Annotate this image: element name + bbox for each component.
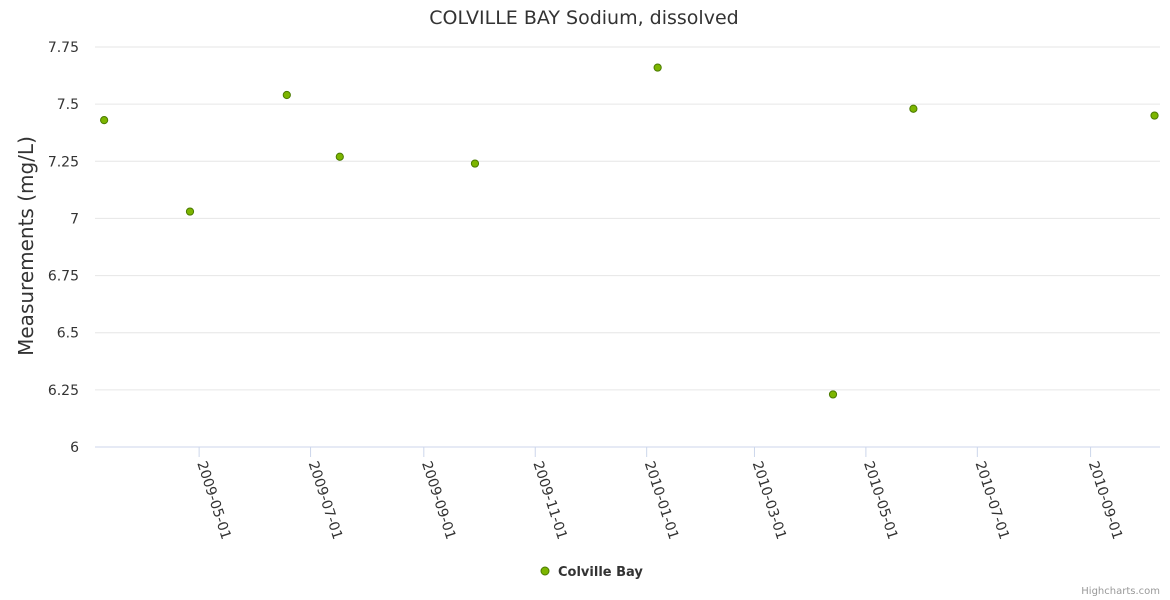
y-axis-ticks: 6 6.25 6.5 6.75 7 7.25 7.5 7.75 [48, 40, 79, 456]
y-tick-label: 7 [70, 211, 79, 227]
data-point[interactable] [828, 390, 838, 399]
data-point[interactable] [653, 63, 662, 72]
chart-title: COLVILLE BAY Sodium, dissolved [429, 7, 738, 29]
y-tick-label: 7.75 [48, 40, 79, 56]
y-axis-label: Measurements (mg/L) [14, 136, 38, 356]
data-point[interactable] [470, 159, 480, 168]
data-point[interactable] [909, 104, 918, 113]
x-tick-label: 2010-03-01 [749, 459, 789, 541]
x-tick-label: 2009-07-01 [305, 459, 345, 541]
y-tick-label: 6.75 [48, 269, 79, 285]
data-point[interactable] [185, 207, 195, 216]
x-tick-label: 2009-11-01 [529, 459, 569, 541]
y-tick-label: 6.25 [48, 383, 79, 399]
data-point[interactable] [100, 116, 109, 125]
y-tick-label: 7.25 [48, 154, 79, 170]
credits-link[interactable]: Highcharts.com [1081, 586, 1160, 597]
grid-lines [95, 46, 1160, 391]
data-point[interactable] [282, 90, 291, 100]
legend-item-colville-bay[interactable]: Colville Bay [558, 565, 643, 580]
x-tick-label: 2009-09-01 [418, 459, 458, 541]
x-tick-label: 2010-01-01 [641, 459, 681, 541]
x-tick-label: 2009-05-01 [193, 459, 233, 541]
series-points [100, 63, 1159, 399]
x-axis-ticks: 2009-05-01 2009-07-01 2009-09-01 2009-11-01… [193, 447, 1125, 542]
y-tick-label: 6 [70, 440, 79, 456]
legend[interactable]: Colville Bay [540, 565, 643, 580]
x-tick-label: 2010-05-01 [860, 459, 900, 541]
y-tick-label: 6.5 [57, 326, 79, 342]
data-point[interactable] [1150, 111, 1159, 120]
y-tick-label: 7.5 [57, 97, 79, 113]
legend-marker-icon[interactable] [540, 566, 550, 576]
data-point[interactable] [335, 152, 344, 161]
x-tick-label: 2010-07-01 [972, 459, 1012, 541]
x-tick-label: 2010-09-01 [1085, 459, 1125, 541]
